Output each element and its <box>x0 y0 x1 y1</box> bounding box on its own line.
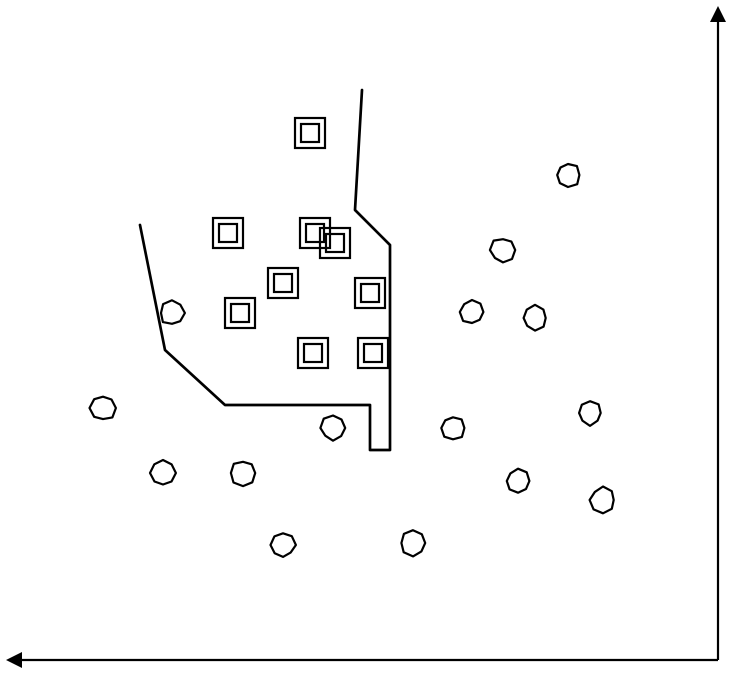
square-marker <box>225 298 255 328</box>
circle-marker <box>441 417 464 439</box>
diagram-stage <box>0 0 741 677</box>
circle-marker <box>557 164 579 187</box>
circle-marker <box>590 487 614 514</box>
circle-marker <box>150 460 176 485</box>
circle-marker <box>161 300 185 324</box>
square-marker <box>358 338 388 368</box>
square-marker <box>213 218 243 248</box>
square-marker <box>298 338 328 368</box>
circle-marker <box>507 469 530 493</box>
circle-marker <box>271 533 296 557</box>
circle-marker <box>231 462 255 486</box>
circle-marker <box>320 416 345 441</box>
diagram-svg <box>0 0 741 677</box>
decision-boundary <box>140 90 390 450</box>
circle-marker <box>524 305 546 331</box>
circle-marker <box>460 300 484 323</box>
circle-marker <box>490 239 515 262</box>
square-marker <box>355 278 385 308</box>
circle-marker <box>90 397 116 419</box>
circle-marker <box>579 401 601 426</box>
circle-marker <box>401 530 425 556</box>
square-marker <box>268 268 298 298</box>
square-marker <box>295 118 325 148</box>
